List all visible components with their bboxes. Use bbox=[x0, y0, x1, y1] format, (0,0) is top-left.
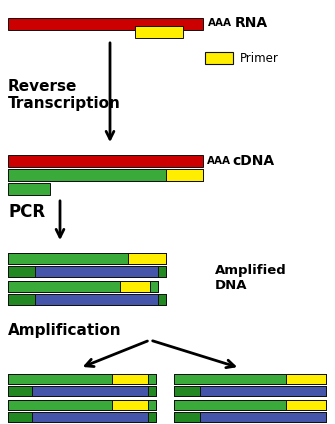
Bar bbox=[8, 18, 203, 30]
Bar bbox=[8, 281, 158, 292]
Text: cDNA: cDNA bbox=[232, 154, 274, 168]
Text: AAA: AAA bbox=[207, 156, 231, 166]
Text: AAA: AAA bbox=[208, 18, 232, 28]
Bar bbox=[174, 386, 326, 396]
Bar bbox=[8, 294, 166, 305]
Bar bbox=[8, 281, 158, 292]
Bar bbox=[8, 253, 166, 264]
Text: Amplification: Amplification bbox=[8, 323, 122, 338]
Bar bbox=[200, 412, 326, 422]
Text: Reverse
Transcription: Reverse Transcription bbox=[8, 79, 121, 111]
Bar bbox=[120, 281, 150, 292]
Bar bbox=[174, 374, 326, 384]
Text: Primer: Primer bbox=[240, 51, 279, 64]
Text: RNA: RNA bbox=[235, 16, 268, 30]
Bar bbox=[8, 155, 203, 167]
Bar bbox=[8, 183, 50, 195]
Bar bbox=[112, 400, 148, 410]
Bar bbox=[8, 374, 156, 384]
Bar bbox=[35, 266, 158, 277]
Bar bbox=[32, 412, 148, 422]
Bar bbox=[135, 26, 183, 38]
Bar bbox=[174, 412, 326, 422]
Bar bbox=[174, 400, 326, 410]
Bar bbox=[8, 253, 166, 264]
Bar bbox=[286, 400, 326, 410]
Bar bbox=[112, 374, 148, 384]
Bar bbox=[8, 266, 166, 277]
Bar bbox=[205, 52, 233, 64]
Bar bbox=[174, 412, 326, 422]
Bar bbox=[35, 294, 158, 305]
Text: PCR: PCR bbox=[8, 203, 45, 221]
Bar bbox=[8, 400, 156, 410]
Bar bbox=[8, 169, 166, 181]
Bar bbox=[8, 266, 166, 277]
Bar bbox=[8, 412, 156, 422]
Bar bbox=[174, 400, 326, 410]
Bar bbox=[32, 386, 148, 396]
Bar bbox=[8, 386, 156, 396]
Bar bbox=[8, 374, 156, 384]
Bar bbox=[8, 412, 156, 422]
Bar bbox=[174, 386, 326, 396]
Bar bbox=[166, 169, 203, 181]
Text: Amplified
DNA: Amplified DNA bbox=[215, 264, 287, 292]
Bar bbox=[200, 386, 326, 396]
Bar bbox=[286, 374, 326, 384]
Bar bbox=[8, 386, 156, 396]
Bar bbox=[8, 400, 156, 410]
Bar bbox=[8, 169, 203, 181]
Bar bbox=[174, 374, 326, 384]
Bar bbox=[8, 294, 166, 305]
Bar bbox=[128, 253, 166, 264]
